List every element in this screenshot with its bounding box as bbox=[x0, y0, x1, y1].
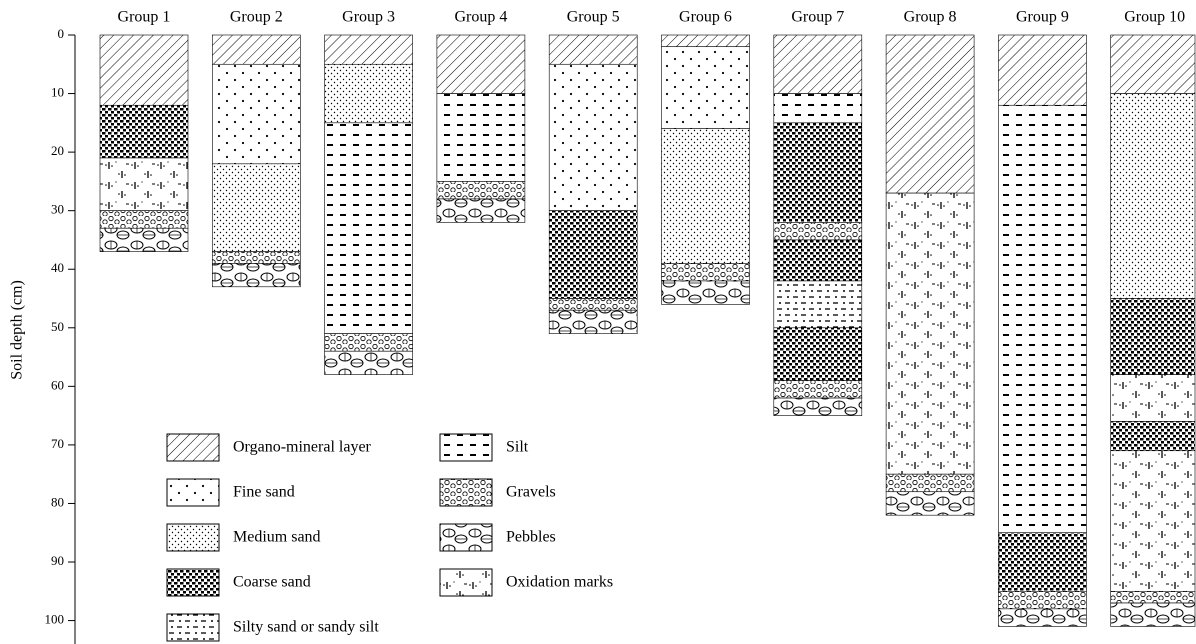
group-label: Group 6 bbox=[679, 9, 732, 26]
soil-layer bbox=[998, 35, 1086, 105]
group-label: Group 9 bbox=[1016, 9, 1069, 26]
legend-label: Organo-mineral layer bbox=[233, 439, 372, 456]
y-tick-label: 0 bbox=[58, 26, 65, 41]
soil-layer bbox=[998, 609, 1086, 627]
legend-label: Pebbles bbox=[506, 529, 556, 546]
soil-layer bbox=[325, 64, 413, 123]
soil-layer bbox=[774, 398, 862, 416]
soil-layer bbox=[1111, 451, 1195, 592]
y-tick-label: 60 bbox=[51, 377, 64, 392]
soil-layer bbox=[774, 35, 862, 94]
soil-layer bbox=[886, 474, 974, 492]
soil-layer bbox=[1111, 603, 1195, 626]
soil-layer bbox=[212, 35, 300, 64]
soil-layer bbox=[662, 35, 750, 47]
legend-label: Gravels bbox=[506, 484, 556, 501]
soil-layer bbox=[774, 94, 862, 123]
soil-layer bbox=[886, 193, 974, 474]
soil-layer bbox=[774, 240, 862, 281]
soil-layer bbox=[774, 281, 862, 328]
y-axis-label: Soil depth (cm) bbox=[9, 280, 26, 380]
soil-layer bbox=[212, 263, 300, 286]
y-tick-label: 100 bbox=[45, 612, 65, 627]
group-label: Group 4 bbox=[454, 9, 507, 26]
soil-layer bbox=[1111, 299, 1195, 375]
legend-swatch bbox=[167, 569, 219, 596]
group-label: Group 10 bbox=[1124, 9, 1185, 26]
soil-layer bbox=[662, 47, 750, 129]
legend-label: Silt bbox=[506, 439, 529, 456]
y-tick-label: 40 bbox=[51, 260, 64, 275]
group-label: Group 1 bbox=[118, 9, 171, 26]
soil-layer bbox=[325, 123, 413, 334]
soil-layer bbox=[662, 281, 750, 304]
soil-layer bbox=[774, 380, 862, 398]
y-tick-label: 20 bbox=[51, 143, 64, 158]
soil-layer bbox=[325, 351, 413, 374]
legend-swatch bbox=[167, 434, 219, 461]
soil-layer bbox=[1111, 421, 1195, 450]
group-label: Group 7 bbox=[791, 9, 844, 26]
chart: Soil depth (cm) 0 10 20 30 40 50 60 70 80 90 100 Gr… bbox=[0, 0, 1196, 644]
soil-layer bbox=[437, 199, 525, 222]
soil-layer bbox=[212, 252, 300, 264]
legend-label: Silty sand or sandy silt bbox=[233, 619, 379, 636]
legend-swatch bbox=[167, 524, 219, 551]
legend-swatch bbox=[440, 434, 492, 461]
soil-layer bbox=[1111, 591, 1195, 603]
y-tick-label: 30 bbox=[51, 202, 64, 217]
soil-layer bbox=[100, 35, 188, 105]
soil-layer bbox=[549, 299, 637, 311]
soil-layer bbox=[998, 533, 1086, 592]
y-tick-label: 10 bbox=[51, 85, 64, 100]
soil-layer bbox=[549, 310, 637, 333]
soil-layer bbox=[325, 35, 413, 64]
legend-label: Oxidation marks bbox=[506, 574, 613, 591]
soil-layer bbox=[100, 211, 188, 229]
legend-label: Medium sand bbox=[233, 529, 321, 546]
soil-layer bbox=[100, 105, 188, 158]
soil-layer bbox=[437, 181, 525, 199]
soil-layer bbox=[1111, 35, 1195, 94]
legend-label: Fine sand bbox=[233, 484, 295, 501]
soil-layer bbox=[774, 328, 862, 381]
y-tick-label: 50 bbox=[51, 319, 64, 334]
group-label: Group 2 bbox=[230, 9, 283, 26]
soil-layer bbox=[998, 591, 1086, 609]
soil-layer bbox=[212, 164, 300, 252]
legend-swatch bbox=[440, 569, 492, 596]
legend-swatch bbox=[167, 479, 219, 506]
soil-layer bbox=[1111, 375, 1195, 422]
soil-layer bbox=[774, 222, 862, 240]
group-label: Group 3 bbox=[342, 9, 395, 26]
soil-layer bbox=[437, 94, 525, 182]
soil-layer bbox=[1111, 94, 1195, 299]
group-label: Group 8 bbox=[904, 9, 957, 26]
soil-layer bbox=[100, 228, 188, 251]
soil-layer bbox=[549, 35, 637, 64]
soil-layer bbox=[549, 64, 637, 210]
y-tick-label: 70 bbox=[51, 436, 64, 451]
y-tick-label: 80 bbox=[51, 494, 64, 509]
soil-layer bbox=[325, 334, 413, 352]
legend-swatch bbox=[167, 614, 219, 641]
legend-swatch bbox=[440, 524, 492, 551]
soil-layer bbox=[212, 64, 300, 164]
soil-layer bbox=[886, 492, 974, 515]
soil-layer bbox=[662, 129, 750, 264]
soil-layer bbox=[100, 158, 188, 211]
soil-layer bbox=[437, 35, 525, 94]
group-label: Group 5 bbox=[567, 9, 620, 26]
y-tick-label: 90 bbox=[51, 553, 64, 568]
soil-layer bbox=[662, 263, 750, 281]
soil-layer bbox=[774, 123, 862, 223]
legend-swatch bbox=[440, 479, 492, 506]
soil-layer bbox=[998, 105, 1086, 532]
soil-layer bbox=[549, 211, 637, 299]
soil-layer bbox=[886, 35, 974, 193]
legend-label: Coarse sand bbox=[233, 574, 311, 591]
